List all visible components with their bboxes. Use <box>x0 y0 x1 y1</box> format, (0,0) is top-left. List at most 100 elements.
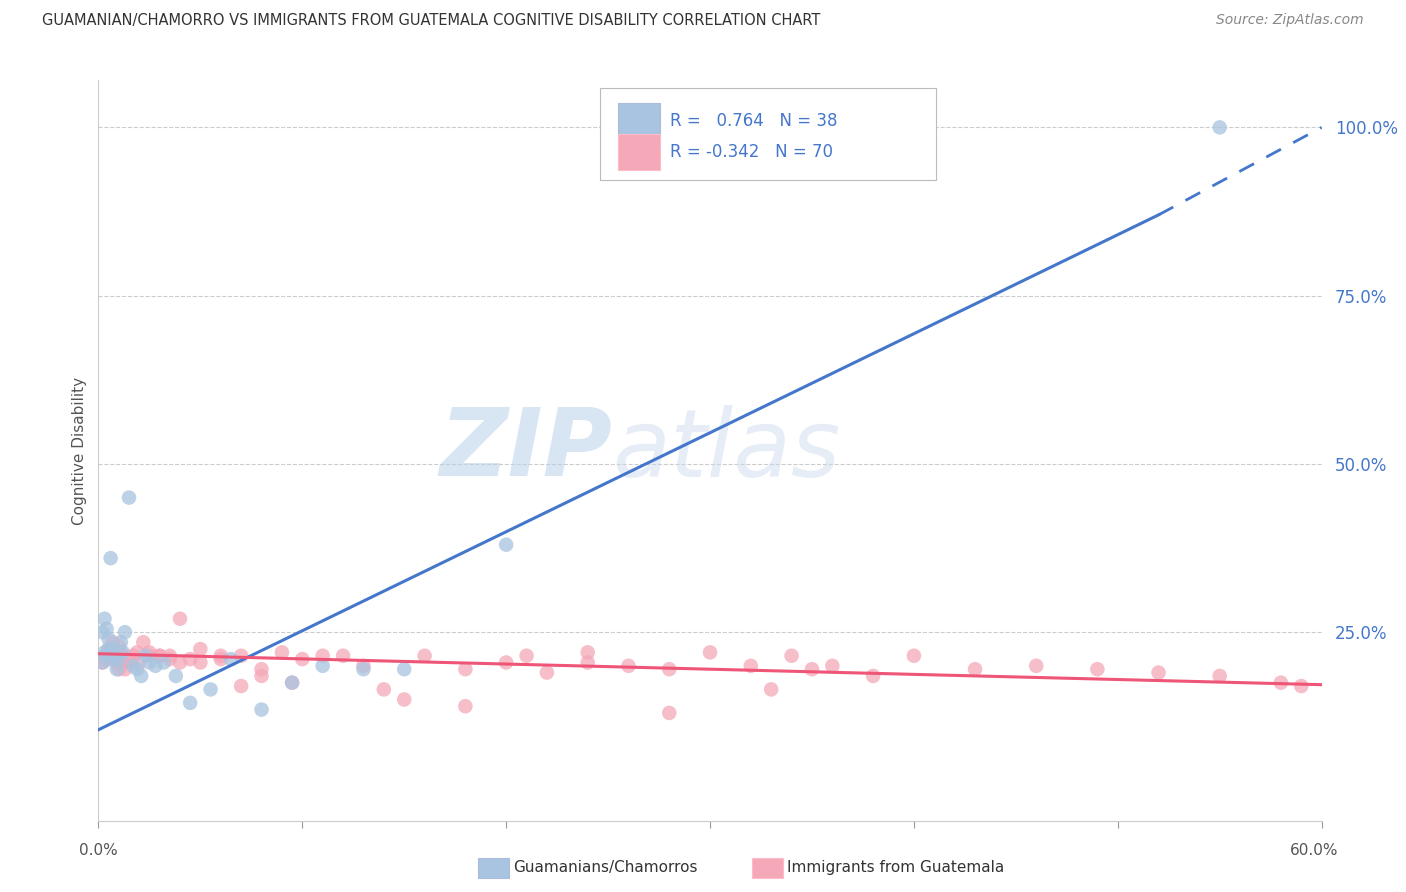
Point <box>138 648 160 663</box>
Point <box>281 675 304 690</box>
Point <box>699 645 721 659</box>
Point <box>96 648 118 663</box>
Text: 60.0%: 60.0% <box>1291 843 1339 858</box>
Point <box>101 645 124 659</box>
Text: Guamanians/Chamorros: Guamanians/Chamorros <box>513 860 697 874</box>
Point <box>96 622 118 636</box>
Point <box>312 648 335 663</box>
Text: ZIP: ZIP <box>439 404 612 497</box>
Point <box>93 645 115 659</box>
Point <box>169 612 191 626</box>
Point <box>114 662 136 676</box>
Point <box>332 648 354 663</box>
Point <box>250 662 273 676</box>
Point <box>91 656 114 670</box>
Point <box>312 658 335 673</box>
Point <box>179 696 201 710</box>
Point <box>965 662 987 676</box>
Point <box>101 642 124 657</box>
Point <box>111 648 134 663</box>
Point <box>188 642 212 657</box>
Text: atlas: atlas <box>612 405 841 496</box>
Point <box>1270 675 1292 690</box>
Text: 0.0%: 0.0% <box>79 843 118 858</box>
FancyBboxPatch shape <box>619 134 659 170</box>
Point <box>1209 120 1232 135</box>
Point <box>250 669 273 683</box>
Point <box>495 656 517 670</box>
Point <box>159 648 181 663</box>
Point <box>179 652 201 666</box>
Point <box>127 645 149 659</box>
Point <box>122 658 145 673</box>
Point <box>862 669 884 683</box>
Point <box>903 648 925 663</box>
Point <box>100 645 122 659</box>
Point <box>231 679 253 693</box>
Point <box>209 652 232 666</box>
Point <box>101 635 124 649</box>
Point <box>658 662 681 676</box>
Point <box>91 625 114 640</box>
Point <box>111 645 134 659</box>
Point <box>97 642 120 657</box>
FancyBboxPatch shape <box>619 103 659 139</box>
Point <box>118 652 141 666</box>
Point <box>617 658 640 673</box>
Point <box>104 648 127 663</box>
Point <box>536 665 558 680</box>
Point <box>134 648 156 663</box>
Point <box>658 706 681 720</box>
Point <box>1209 669 1232 683</box>
Point <box>108 662 131 676</box>
Point <box>118 491 141 505</box>
Point <box>108 639 131 653</box>
Point <box>145 658 167 673</box>
FancyBboxPatch shape <box>600 87 936 180</box>
Point <box>105 662 128 676</box>
Point <box>97 642 120 657</box>
Point <box>118 656 141 670</box>
Point <box>821 658 844 673</box>
Point <box>1085 662 1108 676</box>
Point <box>127 662 149 676</box>
Point <box>1147 665 1170 680</box>
Point <box>454 662 477 676</box>
Text: GUAMANIAN/CHAMORRO VS IMMIGRANTS FROM GUATEMALA COGNITIVE DISABILITY CORRELATION: GUAMANIAN/CHAMORRO VS IMMIGRANTS FROM GU… <box>42 13 821 29</box>
Point <box>209 648 232 663</box>
Text: R =   0.764   N = 38: R = 0.764 N = 38 <box>669 112 837 130</box>
Point <box>100 551 122 566</box>
Point <box>291 652 314 666</box>
Point <box>104 648 127 663</box>
Point <box>159 652 181 666</box>
Point <box>231 648 253 663</box>
Point <box>169 656 191 670</box>
Y-axis label: Cognitive Disability: Cognitive Disability <box>72 376 87 524</box>
Point <box>392 662 416 676</box>
Point <box>138 645 160 659</box>
Point <box>188 656 212 670</box>
Point <box>413 648 436 663</box>
Point <box>352 658 374 673</box>
Point <box>780 648 803 663</box>
Point <box>149 648 172 663</box>
Point <box>392 692 416 706</box>
Point <box>801 662 824 676</box>
Point <box>250 703 273 717</box>
Point <box>132 635 155 649</box>
Point <box>104 648 127 663</box>
Point <box>110 645 132 659</box>
Point <box>129 669 152 683</box>
Point <box>100 652 122 666</box>
Point <box>108 652 131 666</box>
Text: Source: ZipAtlas.com: Source: ZipAtlas.com <box>1216 13 1364 28</box>
Point <box>93 648 115 663</box>
Point <box>152 656 174 670</box>
Point <box>97 632 120 646</box>
Point <box>576 645 599 659</box>
Point <box>373 682 395 697</box>
Point <box>105 656 128 670</box>
Point <box>165 669 187 683</box>
Point <box>149 648 172 663</box>
Point <box>200 682 222 697</box>
